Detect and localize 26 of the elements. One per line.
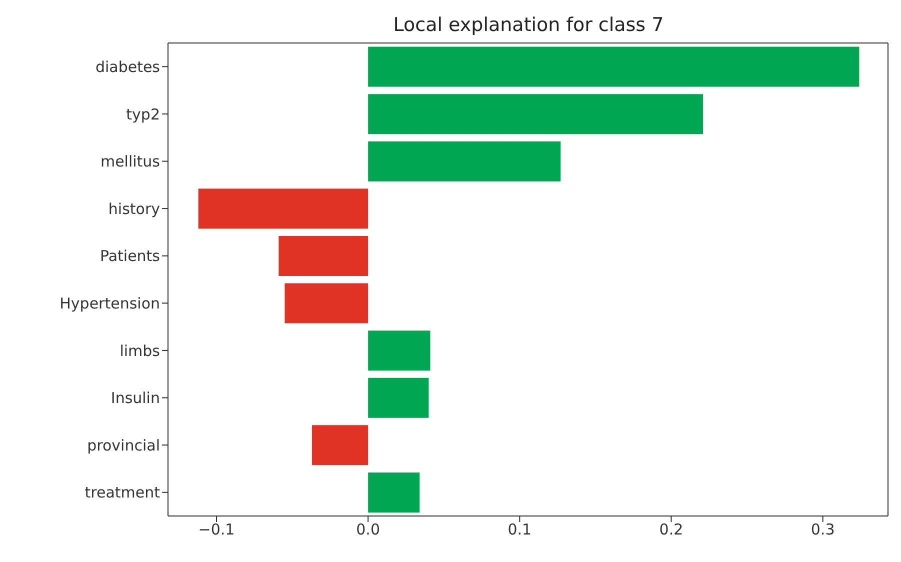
y-tick-label: typ2 bbox=[126, 105, 160, 124]
bar bbox=[368, 94, 704, 134]
y-tick-label: treatment bbox=[84, 484, 160, 502]
y-tick-label: history bbox=[108, 200, 160, 218]
x-tick-label: 0.3 bbox=[810, 520, 835, 539]
y-tick-label: provincial bbox=[87, 436, 160, 454]
bar bbox=[278, 236, 368, 276]
bar bbox=[368, 472, 420, 512]
x-tick-label: 0.2 bbox=[659, 520, 684, 539]
bar bbox=[368, 378, 429, 418]
y-tick-label: limbs bbox=[120, 342, 160, 360]
bar bbox=[312, 425, 368, 466]
bar bbox=[198, 188, 368, 229]
bar bbox=[368, 330, 430, 371]
y-tick-label: Hypertension bbox=[60, 294, 160, 312]
bar bbox=[284, 283, 368, 324]
bar bbox=[368, 141, 561, 182]
y-tick-label: Insulin bbox=[110, 389, 160, 408]
bar bbox=[368, 46, 860, 87]
x-tick-label: −0.1 bbox=[198, 520, 235, 539]
y-tick-label: mellitus bbox=[100, 152, 160, 171]
chart-title: Local explanation for class 7 bbox=[392, 14, 665, 36]
y-tick-label: diabetes bbox=[95, 58, 160, 76]
x-tick-label: 0.0 bbox=[356, 520, 380, 539]
y-tick-label: Patients bbox=[100, 247, 160, 266]
x-tick-label: 0.1 bbox=[508, 520, 532, 539]
